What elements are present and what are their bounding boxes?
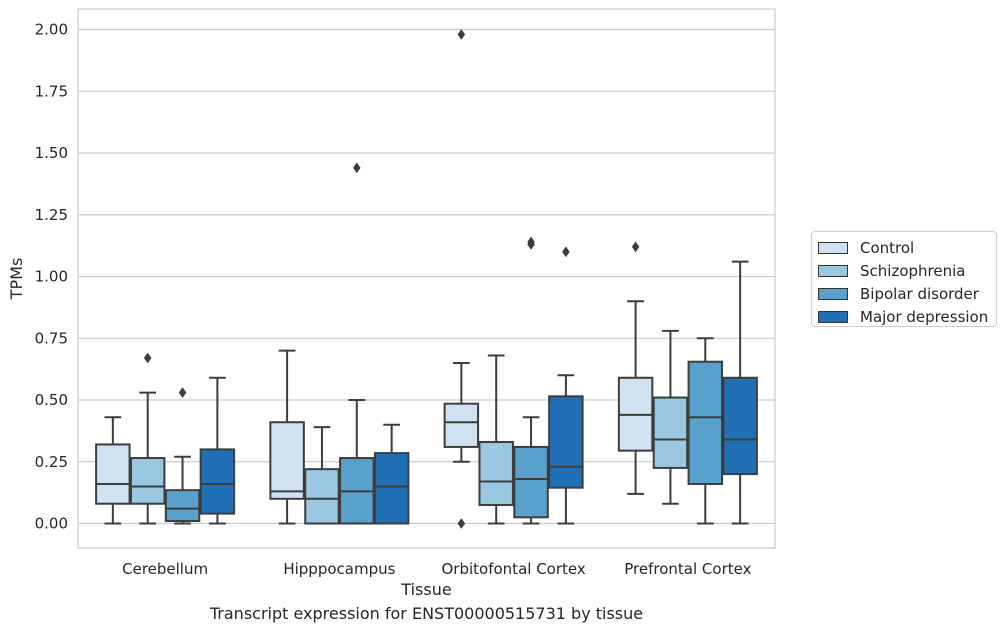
y-tick-label: 1.00	[35, 268, 68, 286]
box-body	[652, 396, 689, 469]
boxplot-marks	[95, 29, 758, 529]
legend-swatch-bipolar	[818, 287, 848, 300]
plot-frame	[77, 8, 776, 549]
box-major-depression-hipppocampus	[373, 423, 410, 525]
legend-swatch-schizophrenia	[818, 264, 848, 277]
box-schizophrenia-cerebellum	[129, 352, 166, 525]
legend: Control Schizophrenia Bipolar disorder M…	[811, 231, 997, 327]
y-tick-label: 0.50	[35, 391, 68, 409]
box-control-orbitofontal-cortex	[443, 29, 480, 529]
box-body	[95, 443, 131, 505]
x-tick-label-hipppocampus: Hipppocampus	[283, 560, 395, 578]
x-axis-label: Tissue	[400, 580, 451, 599]
box-body	[199, 448, 236, 515]
legend-item-schizophrenia: Schizophrenia	[818, 259, 990, 282]
legend-item-major-depression: Major depression	[818, 305, 990, 328]
box-control-cerebellum	[95, 416, 131, 525]
box-major-depression-cerebellum	[199, 376, 236, 525]
legend-label-major-depression: Major depression	[860, 307, 989, 326]
x-tick-label-prefrontal-cortex: Prefrontal Cortex	[624, 560, 751, 578]
legend-swatch-major-depression	[818, 310, 848, 323]
box-bipolar-disorder-cerebellum	[164, 387, 201, 525]
chart-caption: Transcript expression for ENST0000051573…	[209, 604, 644, 623]
y-tick-label: 1.50	[35, 144, 68, 162]
box-schizophrenia-hipppocampus	[304, 426, 340, 525]
x-tick-labels: Cerebellum Hipppocampus Orbitofontal Corte…	[122, 560, 751, 578]
legend-label-schizophrenia: Schizophrenia	[860, 261, 966, 280]
outlier-point	[178, 387, 187, 399]
box-body	[129, 457, 166, 505]
box-body	[164, 489, 201, 523]
outlier-point	[562, 246, 570, 258]
outlier-point	[631, 241, 640, 253]
y-tick-labels: 0.00 0.25 0.50 0.75 1.00 1.25 1.50 1.75 2.00	[35, 21, 68, 533]
legend-item-bipolar: Bipolar disorder	[818, 282, 990, 305]
box-body	[722, 376, 758, 476]
grid-lines	[78, 28, 775, 525]
y-tick-label: 0.00	[35, 515, 68, 533]
outlier-point	[527, 236, 535, 248]
box-schizophrenia-orbitofontal-cortex	[478, 354, 514, 525]
outlier-point	[143, 352, 152, 364]
legend-swatch-control	[818, 241, 848, 254]
box-body	[478, 440, 514, 506]
box-body	[304, 468, 340, 525]
box-body	[548, 395, 584, 489]
legend-label-bipolar: Bipolar disorder	[860, 284, 979, 303]
legend-label-control: Control	[860, 238, 915, 257]
box-control-prefrontal-cortex	[617, 241, 654, 495]
box-major-depression-orbitofontal-cortex	[548, 246, 584, 525]
y-tick-label: 0.25	[35, 453, 68, 471]
box-bipolar-disorder-hipppocampus	[339, 162, 375, 525]
box-major-depression-prefrontal-cortex	[722, 260, 758, 525]
outlier-point	[457, 518, 466, 529]
box-schizophrenia-prefrontal-cortex	[652, 329, 689, 505]
legend-item-control: Control	[818, 236, 990, 259]
box-body	[373, 452, 410, 525]
box-body	[269, 421, 305, 500]
x-tick-label-cerebellum: Cerebellum	[122, 560, 208, 578]
y-axis-label: TPMs	[7, 258, 26, 301]
x-tick-label-orbitofontal-cortex: Orbitofontal Cortex	[442, 560, 586, 578]
y-tick-label: 0.75	[35, 329, 68, 347]
outlier-point	[352, 162, 361, 174]
y-tick-label: 2.00	[35, 21, 68, 39]
box-control-hipppocampus	[269, 349, 305, 525]
box-body	[687, 360, 724, 485]
y-tick-label: 1.25	[35, 206, 68, 224]
box-bipolar-disorder-orbitofontal-cortex	[513, 236, 549, 525]
outlier-point	[457, 29, 466, 40]
box-bipolar-disorder-prefrontal-cortex	[687, 337, 724, 525]
y-tick-label: 1.75	[35, 82, 68, 100]
box-body	[443, 402, 480, 448]
box-body	[513, 445, 549, 519]
